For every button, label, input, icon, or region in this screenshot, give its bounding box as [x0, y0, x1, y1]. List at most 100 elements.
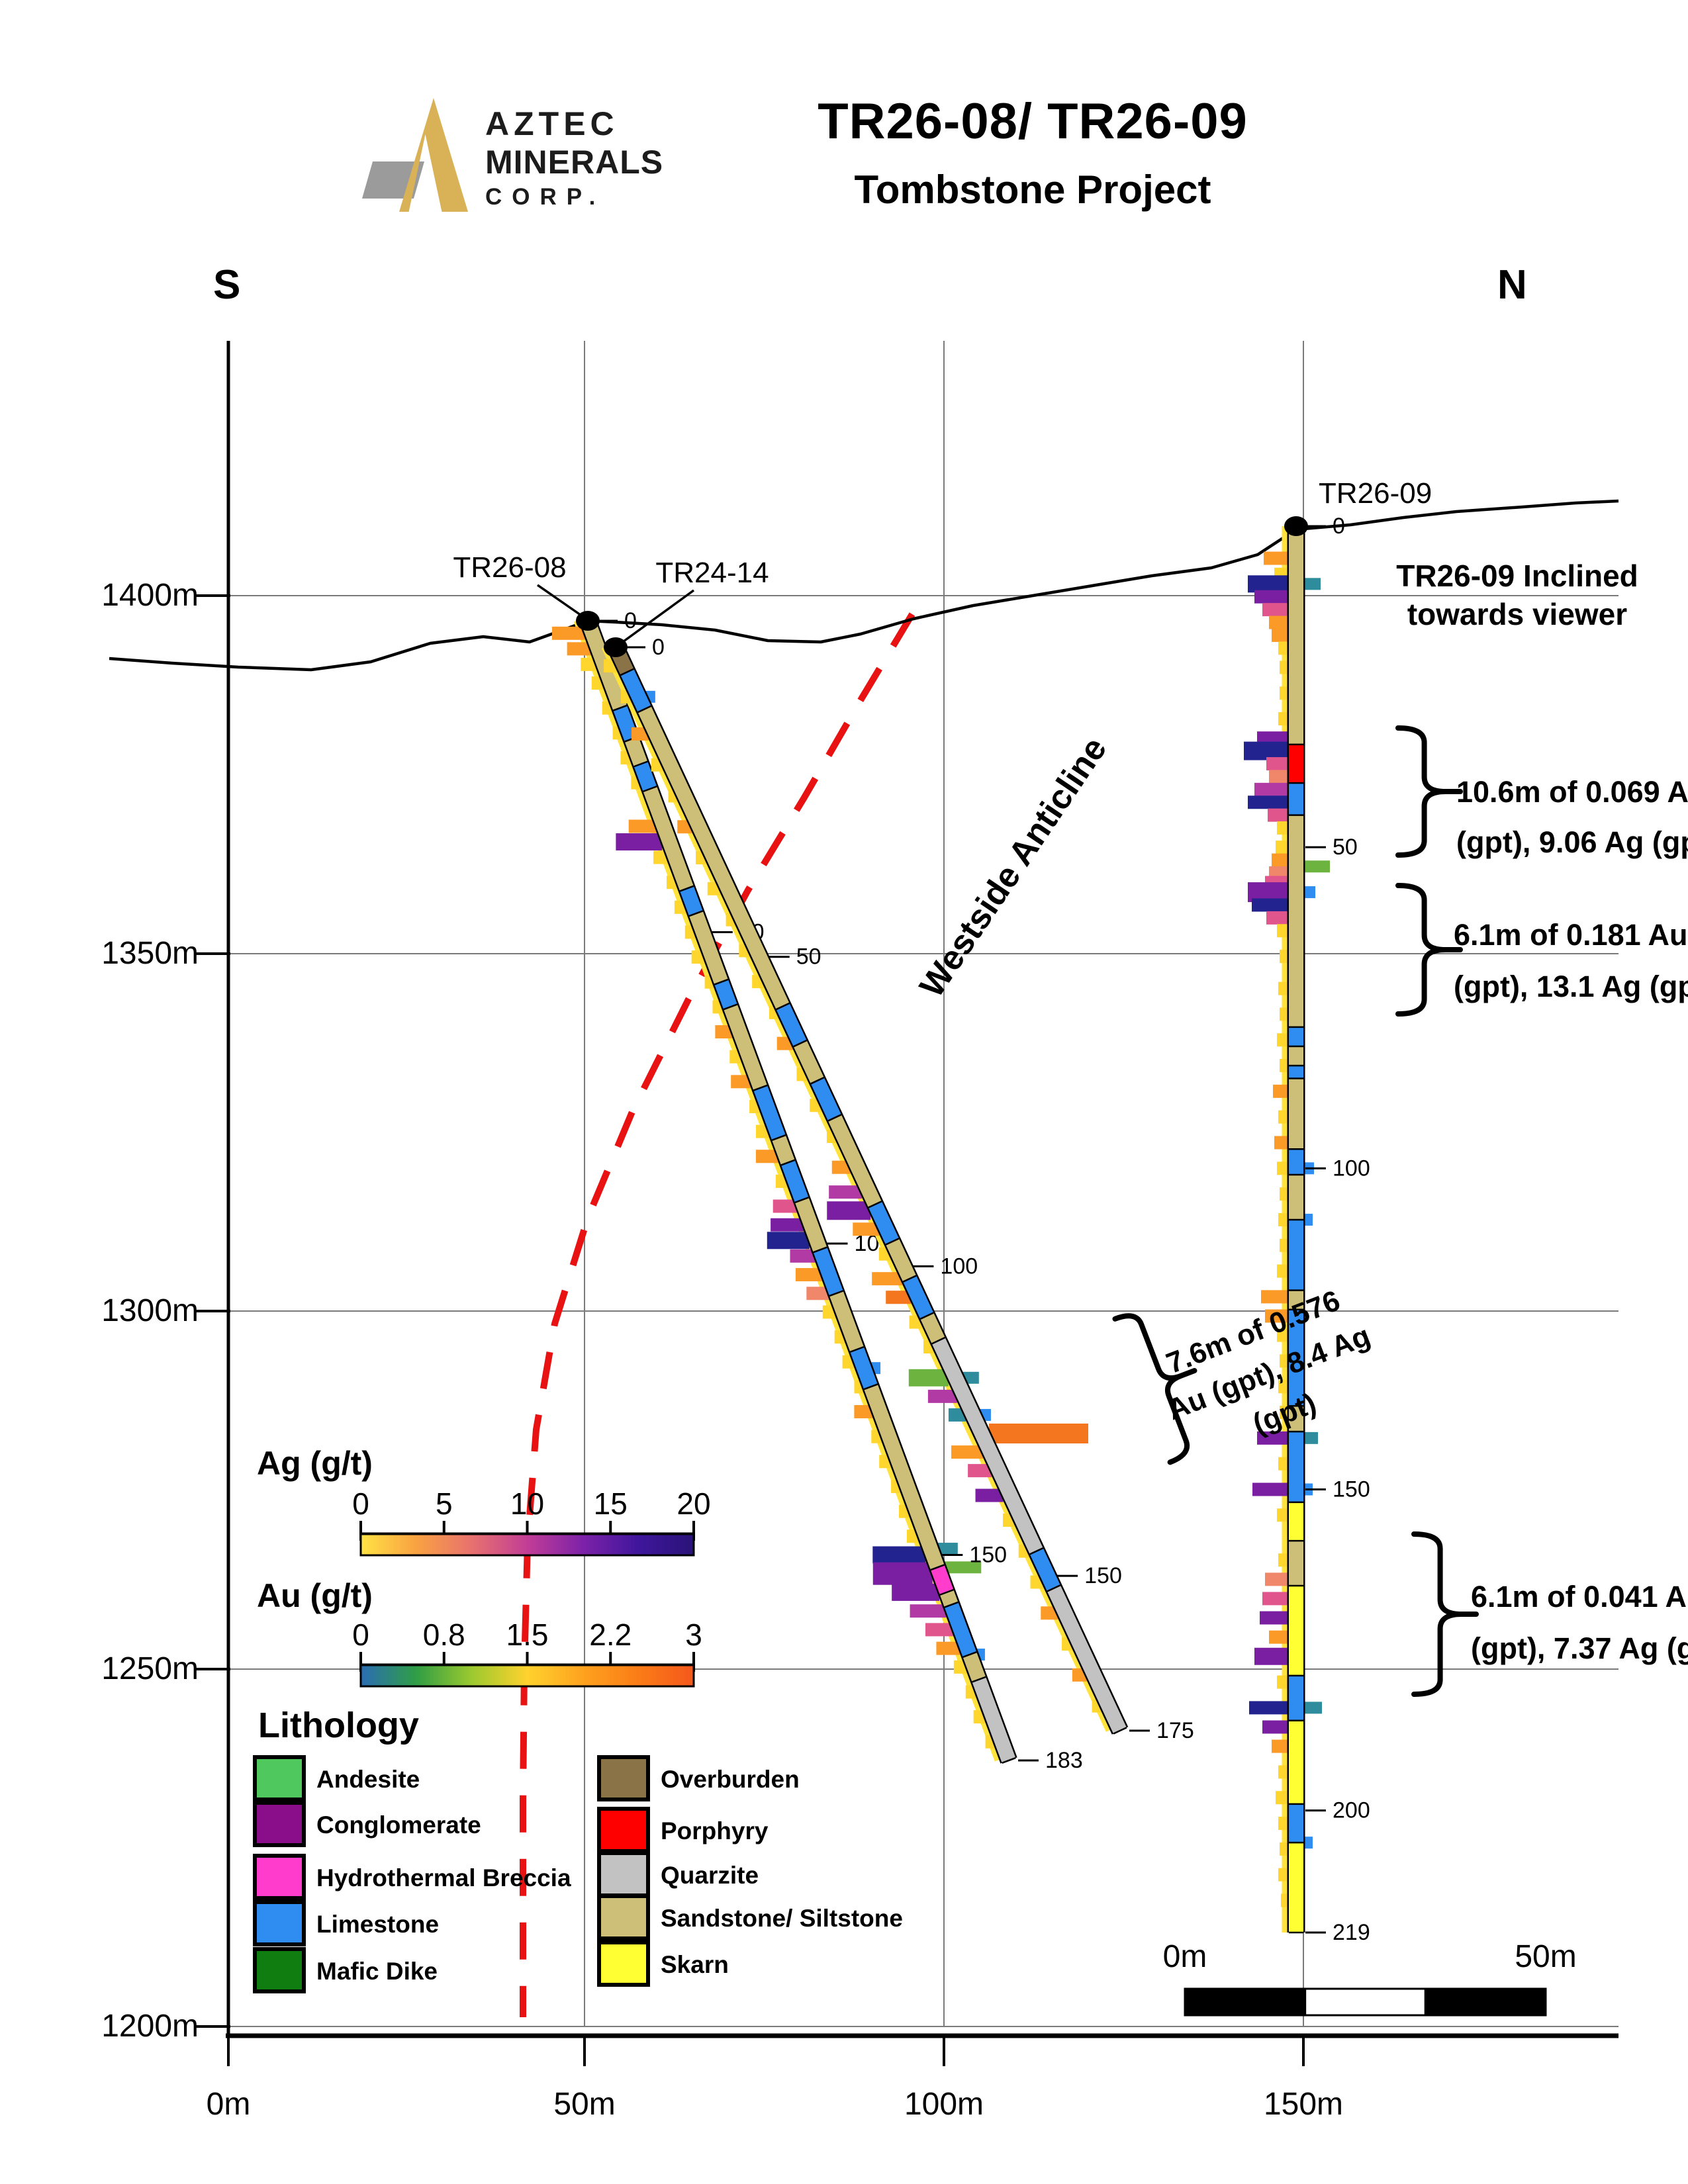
- assay-bar: [1278, 1457, 1289, 1471]
- lith-segment-ls: [813, 1247, 843, 1297]
- assay-bar-right: [1303, 1213, 1313, 1226]
- depth-tick-label: 150: [1084, 1563, 1122, 1588]
- lith-segment-ss: [689, 911, 728, 985]
- logo-text-line3: CORP.: [485, 184, 606, 210]
- assay-bar: [1278, 1212, 1289, 1226]
- assay-bar: [1262, 1720, 1289, 1734]
- assay-bar: [829, 1185, 863, 1199]
- scalebar-left-label: 0m: [1163, 1939, 1207, 1974]
- assay-bar: [936, 1641, 961, 1655]
- assay-bar: [1280, 1238, 1289, 1252]
- au-scale-tick-label: 3: [685, 1617, 702, 1652]
- lith-label: Andesite: [316, 1766, 420, 1793]
- assay-bar: [872, 1562, 933, 1585]
- assay-bar: [1272, 628, 1289, 642]
- assay-bar: [653, 850, 669, 864]
- assay-bar: [581, 657, 597, 671]
- lith-segment-ss: [939, 1590, 959, 1608]
- depth-tick-label: 150: [1333, 1477, 1370, 1502]
- lithology-legend: Lithology Andesite Conglomerate Hydrotherma…: [253, 1706, 903, 1993]
- annotation-inclined-note: TR26-09 Inclined towards viewer: [1396, 559, 1638, 631]
- lith-label: Sandstone/ Siltstone: [661, 1905, 903, 1932]
- assay-bar: [1278, 712, 1289, 726]
- lith-segment-ls: [944, 1602, 977, 1657]
- logo-text-line1: AZTEC: [485, 105, 619, 142]
- assay-bar: [1277, 1508, 1289, 1522]
- lith-segment-ss: [637, 705, 790, 1010]
- aztec-minerals-logo: AZTEC MINERALS CORP.: [361, 93, 738, 232]
- assay-bar: [927, 1389, 957, 1403]
- svg-text:6.1m of 0.181 Au: 6.1m of 0.181 Au: [1454, 918, 1687, 952]
- assay-bar: [771, 1218, 804, 1232]
- lith-segment-ss: [772, 1135, 795, 1165]
- svg-text:(gpt), 7.37 Ag (gpt): (gpt), 7.37 Ag (gpt): [1471, 1631, 1688, 1665]
- lith-segment-ls: [620, 668, 651, 713]
- au-scale-tick-label: 0: [352, 1617, 369, 1652]
- assay-bar: [1262, 1592, 1289, 1606]
- assay-bar: [1280, 1354, 1289, 1368]
- assay-bar: [1273, 1084, 1289, 1098]
- distance-label: 100m: [904, 2087, 984, 2122]
- assay-bar-right: [937, 1543, 958, 1555]
- assay-bar: [1269, 1630, 1289, 1644]
- annotation-interval-2: 6.1m of 0.181 Au (gpt), 13.1 Ag (gpt): [1395, 883, 1688, 1017]
- assay-bar: [872, 1546, 926, 1564]
- assay-bar: [951, 1445, 984, 1459]
- map-scale-bar: 0m 50m: [1163, 1939, 1577, 2017]
- annotation-interval-4: 6.1m of 0.041 Au (gpt), 7.37 Ag (gpt): [1411, 1531, 1688, 1697]
- assay-bar-right: [1303, 886, 1315, 899]
- depth-tick-label: 175: [1156, 1718, 1194, 1743]
- assay-bar: [1274, 1136, 1289, 1150]
- assay-bar: [1266, 911, 1289, 925]
- assay-bar: [1277, 1264, 1289, 1278]
- assay-bar: [853, 1222, 880, 1236]
- collar-dot: [1284, 516, 1308, 536]
- assay-bar: [1252, 898, 1289, 912]
- distance-label: 0m: [207, 2087, 251, 2122]
- assay-bar: [1257, 731, 1289, 745]
- lith-segment-ss: [724, 1004, 767, 1091]
- lith-label: Limestone: [316, 1911, 439, 1938]
- assay-bar: [1278, 1868, 1289, 1882]
- assay-bar: [773, 1199, 797, 1213]
- elevation-label: 1400m: [101, 578, 199, 613]
- assay-bar: [1269, 770, 1289, 784]
- lith-segment-ls: [850, 1347, 878, 1390]
- assay-bar: [831, 1160, 851, 1174]
- assay-bar: [1278, 641, 1289, 655]
- assay-bar: [1277, 924, 1289, 938]
- annotation-interval-1: 10.6m of 0.069 Au (gpt), 9.06 Ag (gpt): [1395, 725, 1688, 859]
- assay-bar: [767, 1232, 810, 1250]
- interval-brace: [1112, 1313, 1197, 1465]
- lith-label: Mafic Dike: [316, 1958, 438, 1985]
- assay-bar: [892, 1583, 940, 1601]
- au-scale-tick-label: 2.2: [589, 1617, 632, 1652]
- depth-tick-label: 219: [1333, 1920, 1370, 1945]
- lith-swatch-ls: [253, 1900, 306, 1946]
- assay-bar: [1276, 841, 1289, 854]
- assay-bar: [1254, 590, 1289, 604]
- assay-bar: [925, 1623, 954, 1637]
- assay-bar: [1041, 1606, 1058, 1620]
- depth-tick-label: 183: [1045, 1748, 1083, 1773]
- lith-segment-ss: [886, 1238, 917, 1282]
- depth-tick-label: 150: [969, 1542, 1007, 1567]
- interval-brace: [1411, 1531, 1479, 1697]
- assay-bar: [1261, 1290, 1289, 1304]
- assay-bar: [1280, 1187, 1289, 1201]
- assay-bar: [1277, 1675, 1289, 1689]
- assay-bar: [715, 1025, 733, 1039]
- svg-text:10.6m of 0.069 Au: 10.6m of 0.069 Au: [1456, 775, 1688, 809]
- assay-bar: [795, 1268, 822, 1282]
- lith-segment-ls: [613, 705, 639, 742]
- lith-segment-ss: [829, 1291, 864, 1352]
- lith-label: Porphyry: [661, 1817, 769, 1844]
- interval-brace: [1395, 725, 1463, 858]
- au-gradient-bar: [359, 1664, 695, 1688]
- assay-bar: [968, 1464, 992, 1478]
- depth-tick-label: 100: [1333, 1156, 1370, 1181]
- assay-bar: [755, 1150, 778, 1163]
- elevation-label: 1200m: [101, 2009, 199, 2044]
- depth-tick-label: 100: [940, 1253, 978, 1279]
